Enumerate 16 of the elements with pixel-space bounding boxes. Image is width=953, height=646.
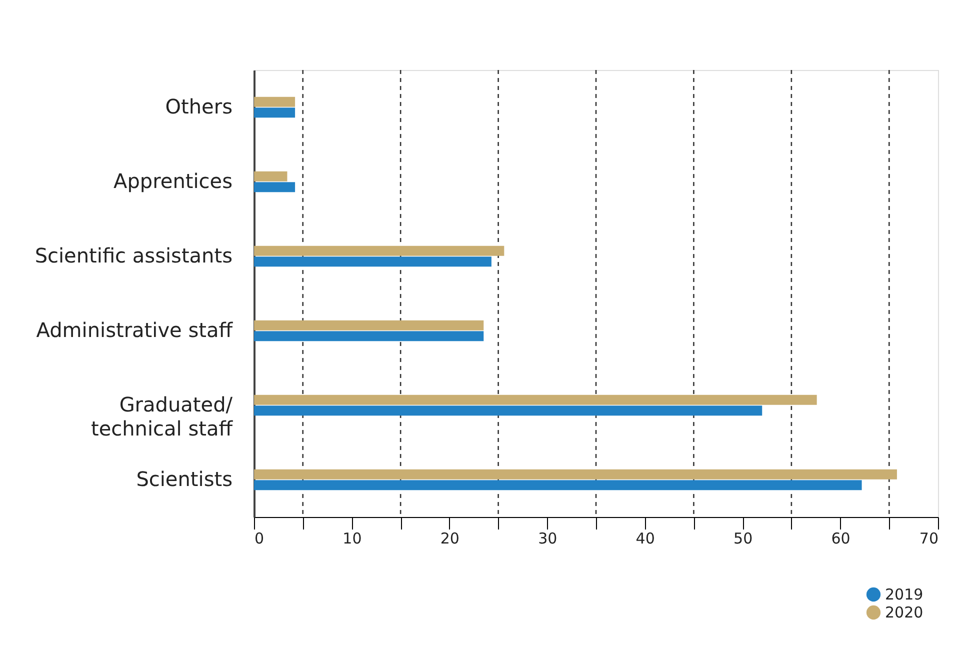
x-tick-label: 70 (919, 530, 938, 548)
x-tick-label: 30 (538, 530, 558, 548)
y-tick-label: Administrative staff (36, 318, 234, 342)
x-tick-label: 50 (734, 530, 753, 548)
x-tick-label: 0 (254, 530, 264, 548)
legend-label: 2019 (885, 586, 924, 604)
x-tick-label: 40 (636, 530, 655, 548)
y-tick-label: Others (165, 94, 232, 118)
legend-label: 2020 (885, 604, 924, 622)
x-tick-label: 10 (342, 530, 362, 548)
y-tick-label: Scientific assistants (34, 243, 232, 268)
x-tick-label: 60 (831, 530, 850, 548)
y-tick-label: Graduated/ technical staff (90, 392, 234, 440)
x-tick-label: 20 (440, 530, 460, 548)
y-tick-label: Apprentices (114, 168, 232, 193)
y-tick-label: Scientists (136, 466, 232, 491)
